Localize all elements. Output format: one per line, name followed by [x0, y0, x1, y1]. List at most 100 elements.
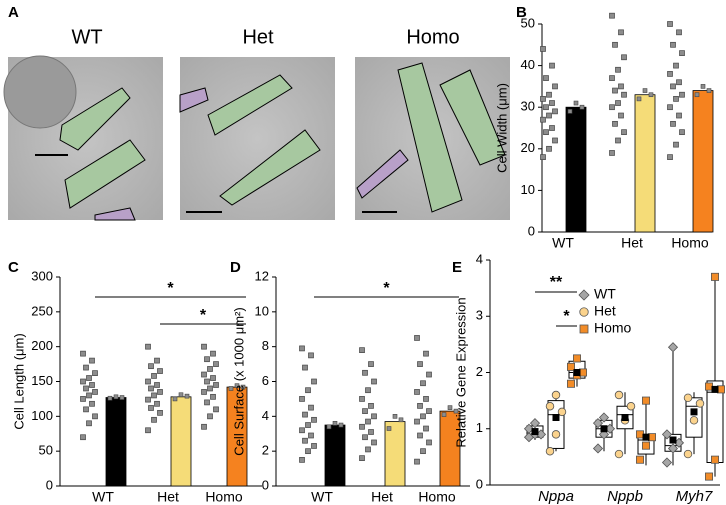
cell-point [311, 378, 317, 385]
cell-point [549, 100, 555, 106]
cell-point [151, 373, 157, 379]
cell-point [86, 392, 92, 399]
y-tick-label: 6 [262, 373, 269, 388]
y-tick-label: 300 [31, 268, 53, 283]
cell-point [145, 378, 151, 385]
y-tick-label: 0 [476, 476, 483, 491]
cell-point [89, 400, 95, 407]
cell-point [362, 369, 368, 376]
cell-point [552, 137, 558, 144]
x-tick-label: WT [92, 489, 114, 505]
cell-point [615, 100, 621, 106]
mouse-point [326, 424, 332, 430]
cell-point [201, 423, 207, 430]
y-tick-label: 200 [31, 338, 53, 353]
y-tick-label: 30 [521, 99, 535, 114]
cell-point [368, 429, 374, 435]
cell-point [371, 439, 377, 446]
cell-point [426, 371, 432, 378]
cell-point [154, 400, 160, 407]
cell-point [92, 370, 98, 376]
micrograph [179, 57, 335, 220]
cell-point [676, 112, 682, 119]
y-tick-label: 2 [476, 364, 483, 379]
micrograph [3, 55, 163, 221]
x-tick-label: Nppb [607, 488, 643, 505]
cell-point [299, 457, 305, 463]
cell-point [83, 385, 89, 392]
cell-point [609, 75, 615, 81]
y-tick-label: 50 [521, 15, 535, 30]
cell-point [676, 79, 682, 86]
cell-point [154, 357, 160, 364]
y-tick-label: 12 [255, 268, 269, 283]
y-tick-label: 2 [262, 443, 269, 458]
y-tick-label: 0 [46, 477, 53, 492]
legend-marker [579, 307, 589, 317]
cell-point [151, 416, 157, 423]
cell-point [540, 46, 546, 52]
cell-point [302, 364, 308, 371]
y-tick-label: 3 [476, 308, 483, 323]
cell-point [609, 104, 615, 111]
cell-point [80, 396, 86, 402]
data-point [636, 455, 645, 464]
x-tick-label: Homo [418, 489, 456, 505]
cell-point [612, 41, 618, 48]
x-tick-label: WT [552, 235, 574, 251]
data-point [557, 407, 567, 417]
panel-letter: E [452, 259, 462, 276]
y-tick-label: 250 [31, 303, 53, 318]
cell-point [371, 378, 377, 385]
mean [552, 414, 560, 421]
cell-point [359, 396, 365, 402]
data-point [545, 402, 555, 411]
mouse-point [694, 92, 700, 98]
mean [573, 369, 581, 376]
cell-point [80, 378, 86, 385]
cell-point [417, 432, 423, 439]
x-tick-label: Homo [671, 235, 709, 251]
cell-point [609, 150, 615, 156]
image-label: WT [71, 26, 102, 48]
cell-point [420, 448, 426, 455]
cell-point [423, 425, 429, 432]
cell-point [308, 352, 314, 359]
y-tick-label: 20 [521, 140, 535, 155]
cell-point [302, 411, 308, 418]
cell-point [618, 83, 624, 90]
mouse-point [706, 88, 712, 93]
cell-point [302, 437, 308, 444]
cell-point [552, 83, 558, 90]
y-axis-label: Cell Surface (x 1000 μm²) [231, 307, 246, 455]
cell-point [362, 408, 368, 414]
data-point [567, 379, 576, 388]
cell-point [420, 380, 426, 387]
cell-point [213, 361, 219, 367]
data-point [667, 342, 679, 353]
mouse-point [338, 422, 344, 428]
cell-point [308, 404, 314, 411]
cell-point [546, 112, 552, 119]
cell-point [311, 416, 317, 423]
mean [690, 408, 698, 416]
cell-point [621, 91, 627, 98]
cell-point [670, 83, 676, 90]
cell-point [148, 405, 154, 411]
x-tick-label: WT [311, 489, 333, 505]
cell-point [543, 104, 549, 111]
cell-point [673, 96, 679, 102]
cell-point [552, 108, 558, 115]
cell-point [207, 366, 213, 372]
cell-point [615, 137, 621, 144]
x-tick-label: Myh7 [676, 488, 713, 505]
cell-point [308, 432, 314, 439]
cell-point [621, 54, 627, 61]
mouse-point [119, 395, 125, 400]
bar [439, 410, 461, 487]
y-tick-label: 4 [262, 408, 269, 423]
cell-point [207, 413, 213, 420]
cell-point [365, 446, 371, 453]
data-point [592, 418, 604, 429]
cell-point [145, 396, 151, 403]
